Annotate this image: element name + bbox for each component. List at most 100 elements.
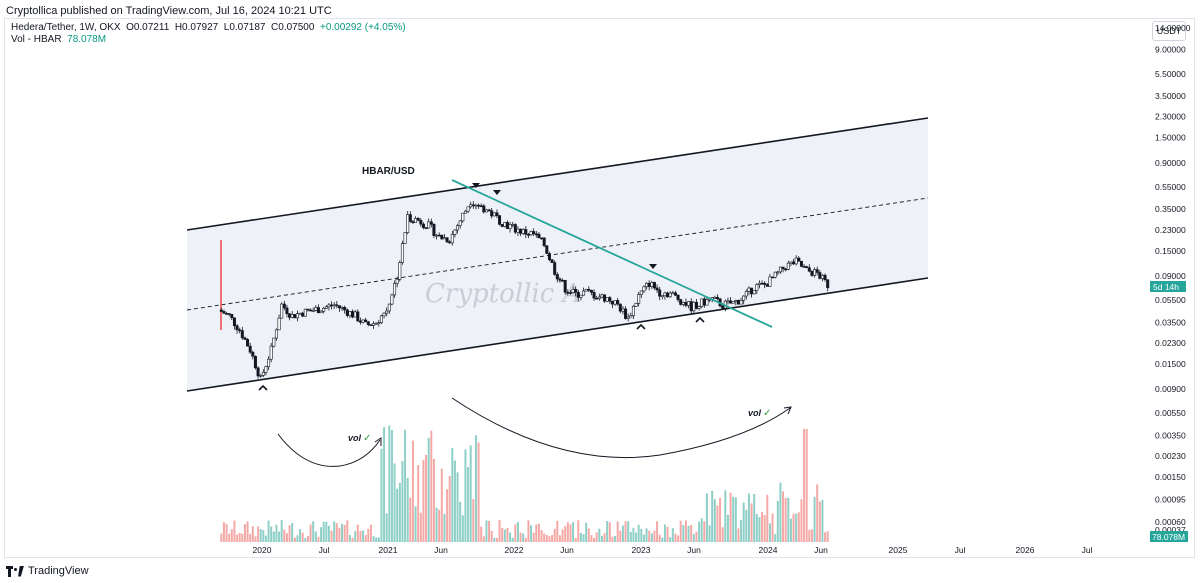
candle-down [345,309,349,316]
y-tick-label: 5.50000 [1155,69,1186,79]
candle-down [482,205,486,213]
channel-midline [186,197,929,311]
volume-bar [238,532,241,542]
volume-bar [624,521,627,542]
candle-up [671,292,675,295]
candle-up [372,323,376,326]
volume-bar [758,517,761,542]
volume-bar [732,496,735,542]
volume-bar [411,440,414,542]
volume-bar [422,460,425,542]
time-axis[interactable]: 2020 Jul 2021 Jun 2022 Jun 2023 Jun 2024 Jun 2025 J… [253,545,1093,555]
candle-up [744,291,748,297]
volume-label: Vol - HBAR [11,34,62,45]
volume-bar [451,448,454,542]
candle-down [534,233,538,236]
volume-bar [322,521,325,542]
channel-lower-line [186,277,929,392]
volume-bar [453,460,456,542]
candle-down [293,314,297,319]
candle-down [765,284,769,287]
volume-bar [663,524,666,542]
candle-up [403,232,407,244]
volume-bar [527,520,530,542]
x-tick-label: Jun [687,545,701,555]
candle-down [818,272,822,279]
volume-bar [606,520,609,542]
volume-bar [259,529,262,542]
candle-down [721,305,725,309]
candle-down [432,223,436,236]
candle-up [597,296,601,299]
volume-bar [792,513,795,542]
candle-up [773,271,777,278]
volume-bar [396,488,399,542]
volume-bar [621,525,624,542]
volume-bar [375,537,378,542]
volume-bar [776,501,779,542]
top-marker-3 [649,264,657,269]
price-axis[interactable]: 14.00000 9.00000 5.50000 3.50000 2.30000 1.50… [1155,23,1191,535]
candle-up [713,297,717,299]
candle-up [645,282,649,288]
candle-up [319,310,323,314]
volume-bar [658,534,661,542]
volume-bar [695,531,698,542]
volume-bar [435,507,438,542]
volume-bar [222,522,225,542]
candle-down [505,222,509,229]
volume-bar [600,535,603,542]
volume-bar [354,530,357,542]
y-tick-label: 1.50000 [1155,133,1186,143]
candle-down [658,289,662,297]
candle-up [272,337,276,347]
candle-down [222,311,226,314]
channel-fill [187,118,928,391]
volume-arc-left [277,433,381,467]
candle-up [571,288,575,293]
candle-up [327,304,331,308]
volume-bar [530,525,533,542]
volume-bar [257,526,260,542]
x-tick-label: 2020 [253,545,272,555]
candle-down [500,224,504,227]
candle-up [398,262,402,280]
y-tick-label: 0.55000 [1155,182,1186,192]
candle-down [366,321,370,325]
volume-bar [522,533,525,542]
candle-up [393,283,397,296]
candle-down [802,266,806,268]
candle-down [411,221,415,223]
candle-up [734,300,738,302]
candle-up [757,282,761,285]
change-value: +0.00292 (+4.05%) [320,22,406,33]
candle-down [421,223,425,228]
volume-bar [708,525,711,542]
volume-bar [642,534,645,542]
volume-bar [519,532,522,542]
volume-bar [236,534,239,542]
volume-bar [653,530,656,542]
symbol-legend: Hedera/Tether, 1W, OKX O0.07211 H0.07927… [11,22,406,33]
candle-down [235,325,239,331]
candle-up [521,229,525,234]
candle-up [414,218,418,223]
candle-down [702,298,706,306]
volume-bar [635,532,638,542]
y-tick-label: 0.00900 [1155,384,1186,394]
candle-down [679,299,683,305]
volume-bar [327,525,330,542]
volume-bar [419,512,422,542]
candle-up [377,322,381,324]
volume-bar [446,489,449,542]
volume-bar [761,512,764,542]
currency-button[interactable]: USDT [1152,21,1186,41]
y-tick-label: 0.05500 [1155,295,1186,305]
candle-down [227,313,231,315]
y-tick-label: 0.02300 [1155,338,1186,348]
y-tick-label: 0.90000 [1155,158,1186,168]
volume-bar [821,499,824,542]
volume-bar [272,531,275,542]
volume-bar [703,521,706,542]
